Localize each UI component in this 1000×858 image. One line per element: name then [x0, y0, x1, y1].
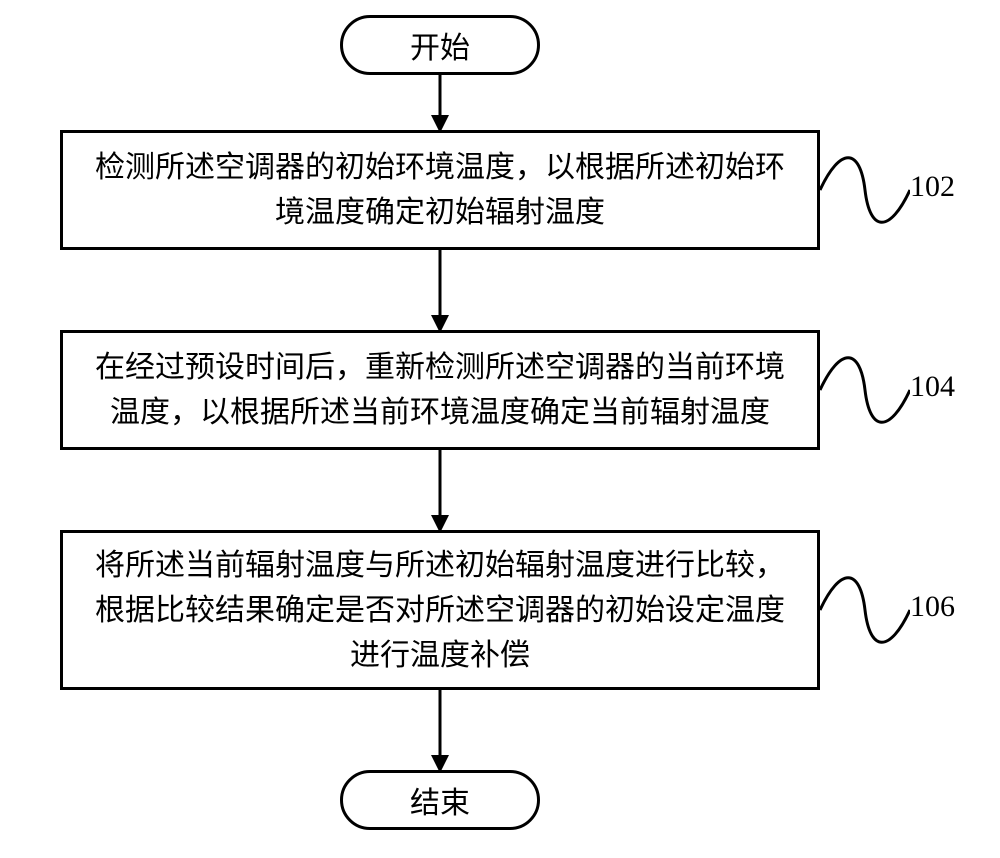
node-step-106-text: 将所述当前辐射温度与所述初始辐射温度进行比较，根据比较结果确定是否对所述空调器的…	[95, 543, 785, 678]
node-end-text: 结束	[410, 778, 470, 822]
node-step-104: 在经过预设时间后，重新检测所述空调器的当前环境温度，以根据所述当前环境温度确定当…	[60, 330, 820, 450]
label-106: 106	[910, 590, 955, 624]
node-start-text: 开始	[410, 23, 470, 67]
node-step-102: 检测所述空调器的初始环境温度，以根据所述初始环境温度确定初始辐射温度	[60, 130, 820, 250]
flowchart-container: 开始 检测所述空调器的初始环境温度，以根据所述初始环境温度确定初始辐射温度 10…	[0, 0, 1000, 858]
node-step-104-text: 在经过预设时间后，重新检测所述空调器的当前环境温度，以根据所述当前环境温度确定当…	[95, 345, 785, 435]
wave-connector-102	[820, 155, 910, 235]
wave-connector-104	[820, 355, 910, 435]
node-start: 开始	[340, 15, 540, 75]
node-step-106: 将所述当前辐射温度与所述初始辐射温度进行比较，根据比较结果确定是否对所述空调器的…	[60, 530, 820, 690]
node-step-102-text: 检测所述空调器的初始环境温度，以根据所述初始环境温度确定初始辐射温度	[95, 145, 785, 235]
label-104: 104	[910, 370, 955, 404]
wave-connector-106	[820, 575, 910, 655]
node-end: 结束	[340, 770, 540, 830]
label-102: 102	[910, 170, 955, 204]
